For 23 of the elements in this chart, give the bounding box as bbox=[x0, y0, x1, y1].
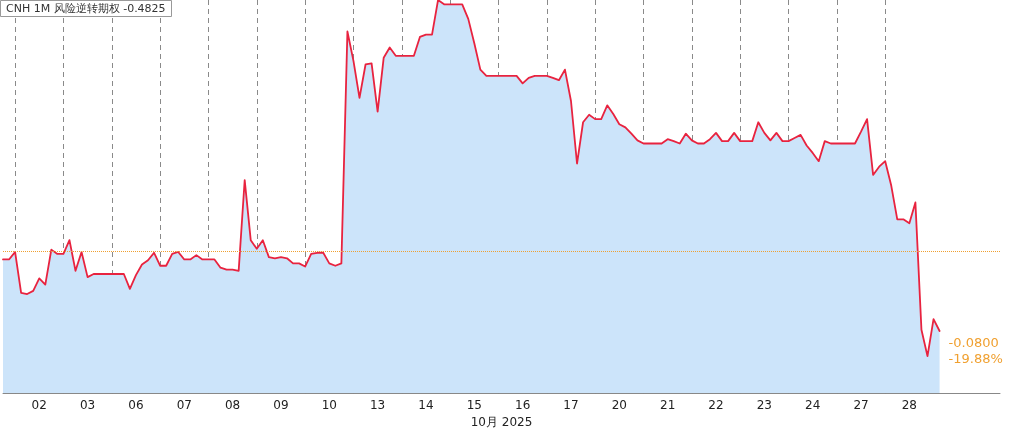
annotation: -0.0800 bbox=[948, 335, 999, 351]
x-tick-label: 17 bbox=[563, 398, 579, 413]
x-tick-label: 28 bbox=[901, 398, 917, 413]
x-tick-label: 07 bbox=[176, 398, 192, 413]
x-tick-label: 09 bbox=[273, 398, 289, 413]
chart-title: CNH 1M 风险逆转期权 -0.4825 bbox=[6, 2, 166, 15]
x-tick-label: 20 bbox=[611, 398, 627, 413]
x-tick-label: 02 bbox=[31, 398, 47, 413]
x-tick-label: 03 bbox=[79, 398, 96, 413]
x-tick-label: 15 bbox=[466, 398, 482, 413]
x-axis-title: 10月 2025 bbox=[470, 415, 533, 429]
x-tick-label: 10 bbox=[321, 398, 337, 413]
x-tick-label: 14 bbox=[418, 398, 434, 413]
x-tick-label: 13 bbox=[369, 398, 386, 413]
x-tick-label: 23 bbox=[756, 398, 772, 413]
x-tick-label: 27 bbox=[853, 398, 869, 413]
x-tick-label: 08 bbox=[224, 398, 241, 413]
x-tick-label: 16 bbox=[515, 398, 531, 413]
x-tick-label: 06 bbox=[128, 398, 144, 413]
annotation: -19.88% bbox=[948, 351, 1003, 367]
x-tick-label: 24 bbox=[805, 398, 821, 413]
x-tick-label: 21 bbox=[660, 398, 676, 413]
x-tick-label: 22 bbox=[708, 398, 724, 413]
